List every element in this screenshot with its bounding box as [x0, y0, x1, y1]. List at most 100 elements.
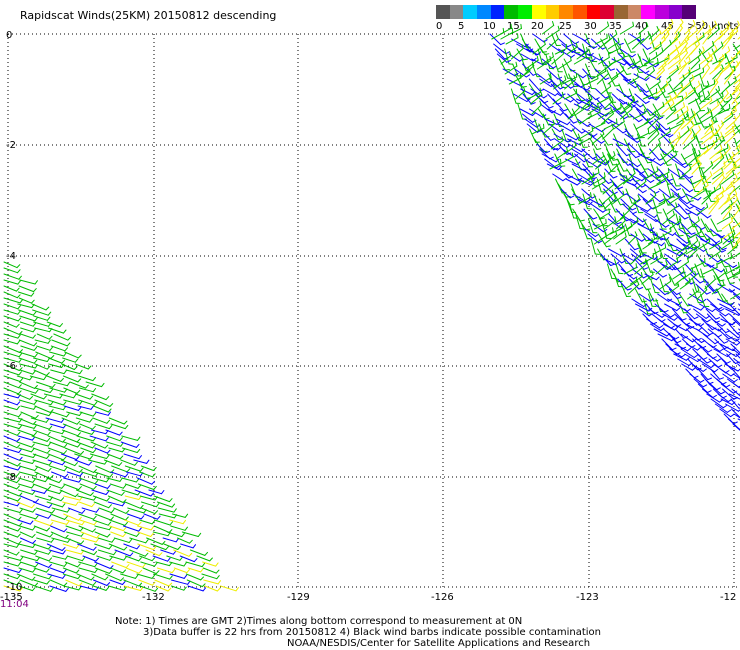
wind-barb-tick [16, 405, 20, 411]
wind-barb [187, 567, 202, 573]
wind-barb [66, 411, 80, 416]
colorbar-swatch [531, 5, 546, 19]
wind-barb [563, 33, 576, 45]
wind-barb-tick [586, 107, 591, 111]
wind-barb [567, 107, 580, 120]
wind-barb-tick [659, 115, 665, 117]
wind-barb-tick [605, 112, 610, 117]
wind-barb-tick [668, 126, 671, 132]
wind-barb [667, 168, 682, 179]
colorbar-swatch [668, 5, 683, 19]
wind-barb-tick [104, 444, 109, 449]
wind-barb [732, 318, 740, 327]
wind-barb-tick [201, 562, 206, 568]
wind-barb-tick [104, 576, 109, 581]
wind-barb [611, 194, 625, 205]
wind-barb [50, 345, 66, 352]
wind-barb-tick [557, 147, 562, 151]
wind-barb [646, 108, 660, 120]
wind-barb [33, 579, 48, 585]
wind-barb [651, 105, 665, 115]
wind-barb [613, 121, 625, 130]
wind-barb [728, 323, 738, 334]
wind-barb-tick [17, 310, 21, 315]
wind-barb [638, 293, 651, 302]
wind-barb [145, 549, 160, 557]
wind-barb [721, 293, 730, 305]
wind-barb-tick [34, 280, 38, 285]
wind-barb-tick [678, 131, 681, 137]
wind-barb [679, 183, 690, 193]
wind-barb-tick [90, 492, 94, 496]
wind-barb-tick [49, 388, 54, 393]
wind-barb-tick [683, 271, 687, 277]
wind-barb [139, 585, 156, 592]
wind-barb-tick [209, 557, 213, 562]
wind-barb-tick [626, 73, 632, 75]
wind-barb [124, 519, 139, 526]
wind-barb [59, 393, 75, 399]
wind-barb-tick [605, 245, 611, 248]
wind-barb-tick [681, 95, 684, 101]
wind-barb [34, 363, 48, 370]
wind-barb-tick [715, 78, 719, 83]
wind-barb-tick [81, 557, 86, 562]
wind-barb [609, 98, 618, 111]
wind-barb-tick [727, 61, 730, 67]
wind-barb-tick [672, 210, 675, 216]
wind-barb [732, 231, 740, 240]
wind-barb-tick [46, 455, 50, 459]
wind-barb-tick [718, 61, 721, 66]
wind-barb [668, 196, 680, 205]
wind-barb-tick [575, 42, 578, 48]
wind-barb [628, 88, 635, 103]
wind-barb-tick [555, 165, 561, 169]
wind-barb-tick [627, 94, 632, 98]
wind-barb [3, 321, 17, 328]
wind-barb [568, 73, 575, 87]
wind-barb-tick [624, 232, 627, 238]
wind-barb [155, 585, 169, 592]
wind-barb [685, 90, 696, 100]
wind-barb [715, 128, 722, 142]
wind-barb-tick [663, 87, 666, 92]
wind-barb-tick [107, 484, 111, 489]
wind-barb-tick [48, 425, 53, 430]
wind-barb-tick [678, 61, 681, 67]
wind-barb-tick [686, 212, 692, 215]
wind-barb-tick [661, 47, 664, 53]
wind-barb-tick [570, 85, 575, 89]
wind-barb-tick [680, 84, 684, 89]
wind-barb [720, 383, 734, 394]
wind-barb [120, 573, 136, 579]
wind-barb [550, 140, 564, 150]
wind-barb [692, 338, 703, 349]
wind-barb-tick [722, 280, 725, 286]
wind-barb-tick [707, 390, 712, 393]
wind-barb [89, 435, 107, 442]
wind-barb [558, 48, 572, 58]
wind-barb [108, 447, 123, 453]
wind-barb [62, 357, 76, 363]
wind-barb-tick [710, 54, 713, 59]
wind-barb-tick [586, 86, 591, 91]
wind-barb-tick [87, 365, 92, 370]
wind-barb-tick [597, 168, 600, 174]
wind-barb-tick [18, 492, 23, 497]
wind-barb [703, 190, 716, 200]
wind-barb [728, 30, 739, 40]
wind-barb [172, 513, 186, 518]
wind-barb [666, 178, 678, 191]
wind-barb-tick [32, 540, 36, 544]
wind-barb-tick [16, 431, 21, 436]
wind-barb [63, 399, 81, 405]
wind-barb-tick [632, 65, 637, 69]
wind-barb-tick [18, 331, 23, 335]
wind-barb-tick [684, 60, 687, 65]
wind-barb [724, 110, 737, 120]
wind-barb-tick [710, 264, 715, 268]
wind-barb-tick [61, 461, 66, 466]
wind-barb-tick [134, 574, 139, 579]
wind-barb [707, 104, 719, 115]
wind-barb-tick [17, 466, 21, 471]
